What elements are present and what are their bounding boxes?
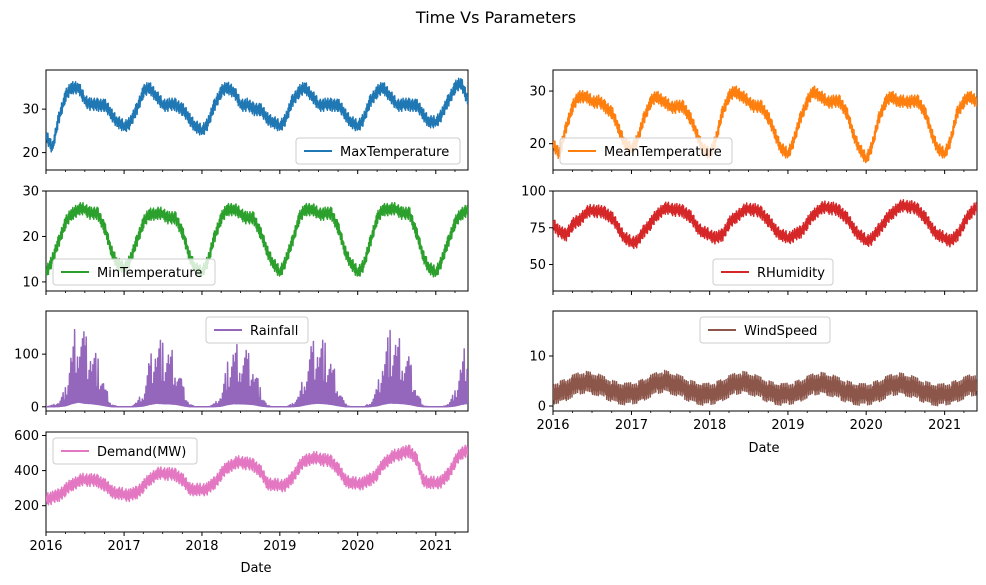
series-line-6 [46,444,468,506]
axes-frame [552,190,978,292]
y-tick-label: 30 [22,103,39,118]
y-tick-label: 75 [529,221,546,236]
x-tick-label: 2018 [185,539,218,554]
legend-box [52,258,216,286]
y-tick-label: 20 [529,137,546,152]
x-tick-label: 2016 [29,539,62,554]
x-tick-label: 2019 [771,418,804,433]
legend: MeanTemperature [559,137,733,165]
legend: MaxTemperature [295,137,461,165]
y-tick-label: 30 [22,185,39,200]
y-tick-label: 50 [529,258,546,273]
legend: RHumidity [712,258,834,286]
y-tick-label: 200 [14,499,39,514]
y-tick-label: 20 [22,146,39,161]
legend-label: Rainfall [250,324,298,339]
y-tick-label: 10 [529,350,546,365]
legend: WindSpeed [699,316,831,344]
y-tick-label: 20 [22,230,39,245]
legend-label: RHumidity [757,266,825,281]
legend: Rainfall [205,316,309,344]
x-tick-label: 2020 [850,418,883,433]
y-tick-label: 100 [14,348,39,363]
axes-frame [45,431,469,533]
series-line-5 [553,369,977,407]
x-tick-label: 2020 [341,539,374,554]
series-line-3 [553,198,977,250]
legend-box [295,137,461,165]
series-line-0 [46,77,468,153]
y-tick-label: 10 [22,275,39,290]
axes-frame [45,310,469,412]
chart-title: Time Vs Parameters [415,8,576,27]
x-tick-label: 2016 [536,418,569,433]
x-tick-label: 2017 [108,539,141,554]
legend-label: MinTemperature [97,266,202,281]
x-tick-label: 2021 [419,539,452,554]
panel-4: 0 100 Rainfall [14,310,469,415]
x-tick-label: 2021 [928,418,961,433]
axes-frame [552,310,978,412]
panel-1: 20 30 MeanTemperature [529,69,978,174]
legend-box [712,258,834,286]
legend: MinTemperature [52,258,216,286]
x-tick-label: 2017 [615,418,648,433]
legend: Demand(MW) [52,437,198,465]
panel-6: 200 400 600 2016 2017 2018 2019 2020 2021 Demand(… [14,429,469,576]
panel-2: 10 20 30 MinTemperature [22,185,469,295]
panel-0: 20 30 MaxTemperature [22,69,469,174]
legend-label: WindSpeed [744,324,817,339]
y-tick-label: 0 [31,400,39,415]
y-tick-label: 600 [14,429,39,444]
panels-group: 20 30 MaxTemperature 20 30 MeanTemperature 10 2… [14,69,978,576]
series-line-4 [46,328,468,408]
legend-label: Demand(MW) [97,445,186,460]
legend-box [52,437,198,465]
legend-label: MaxTemperature [340,145,449,160]
axes-frame [45,69,469,171]
panel-3: 50 75 100 RHumidity [521,185,978,295]
y-tick-label: 100 [521,185,546,200]
legend-box [205,316,309,344]
legend-box [699,316,831,344]
legend-label: MeanTemperature [604,145,722,160]
x-tick-label: 2019 [263,539,296,554]
legend-box [559,137,733,165]
panel-5: 0 10 2016 2017 2018 2019 2020 2021 WindSpeed Date [529,310,978,456]
axes-frame [45,190,469,292]
y-tick-label: 30 [529,85,546,100]
axes-frame [552,69,978,171]
x-axis-label: Date [240,561,271,576]
x-axis-label: Date [748,441,779,456]
y-tick-label: 400 [14,464,39,479]
x-tick-label: 2018 [693,418,726,433]
y-tick-label: 0 [538,400,546,415]
